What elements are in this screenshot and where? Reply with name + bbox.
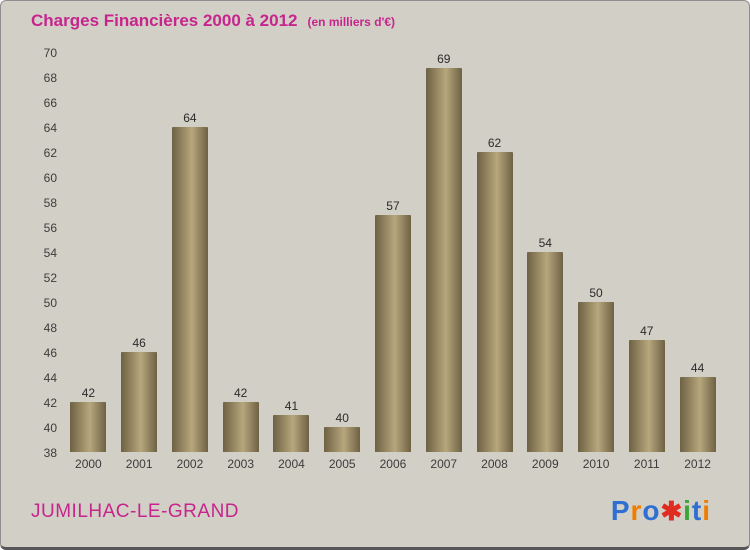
bar xyxy=(527,252,564,452)
x-axis-label: 2005 xyxy=(328,457,356,471)
bar-column: 50 2010 xyxy=(571,53,622,471)
bar xyxy=(324,427,361,452)
bar xyxy=(222,402,259,452)
y-tick-label: 50 xyxy=(43,296,57,310)
bar xyxy=(578,302,615,452)
bar-column: 42 2000 xyxy=(63,53,114,471)
bar-value-label: 42 xyxy=(81,386,96,400)
logo-letter-i2: i xyxy=(702,495,711,526)
bar-value-label: 44 xyxy=(690,361,705,375)
bar-column: 57 2006 xyxy=(368,53,419,471)
x-axis-label: 2008 xyxy=(481,457,508,471)
bar-value-label: 47 xyxy=(640,323,654,338)
title-block: Charges Financières 2000 à 2012 (en milli… xyxy=(31,11,395,31)
bar-column: 47 2011 xyxy=(621,53,672,471)
bar xyxy=(70,402,107,452)
y-tick-label: 68 xyxy=(43,71,57,85)
x-axis-label: 2002 xyxy=(176,457,204,471)
bar xyxy=(476,152,513,452)
x-axis-label: 2006 xyxy=(379,457,407,471)
bar-column: 44 2012 xyxy=(672,53,723,471)
bar-column: 64 2002 xyxy=(165,53,216,471)
y-tick-label: 62 xyxy=(43,146,57,160)
bar-value-label: 57 xyxy=(386,198,400,213)
bar-value-label: 69 xyxy=(437,52,451,66)
x-axis-label: 2007 xyxy=(430,457,458,471)
bar-value-label: 54 xyxy=(538,236,552,250)
logo-star-x: ✱ xyxy=(660,498,684,526)
bar xyxy=(171,127,208,452)
logo-letter-o: o xyxy=(642,495,661,526)
y-tick-label: 52 xyxy=(43,271,57,285)
y-axis: 70 68 66 64 62 60 58 56 54 52 50 48 46 44 42 40 38 xyxy=(21,47,57,459)
y-tick-label: 58 xyxy=(43,196,57,210)
y-tick-label: 66 xyxy=(43,96,57,110)
bar-value-label: 50 xyxy=(589,286,603,300)
bar xyxy=(628,339,665,452)
bar xyxy=(374,214,411,452)
x-axis-label: 2001 xyxy=(125,457,153,471)
x-axis-label: 2009 xyxy=(531,457,559,471)
bar-column: 41 2004 xyxy=(266,53,317,471)
y-tick-label: 40 xyxy=(43,421,57,435)
bar-column: 69 2007 xyxy=(418,53,469,471)
bar-column: 62 2008 xyxy=(469,53,520,471)
bar xyxy=(679,377,716,452)
x-axis-label: 2011 xyxy=(633,457,660,471)
bar-column: 46 2001 xyxy=(114,53,165,471)
bar-value-label: 42 xyxy=(234,386,248,400)
y-tick-label: 44 xyxy=(43,371,57,385)
chart-title: Charges Financières 2000 à 2012 xyxy=(31,11,298,30)
y-tick-label: 42 xyxy=(43,396,57,410)
bar xyxy=(273,414,310,452)
plot-area: 42 2000 46 2001 64 2002 42 2003 41 2004 40 2005 57 20… xyxy=(63,53,723,471)
logo-letter-r: r xyxy=(630,495,643,526)
y-tick-label: 70 xyxy=(43,46,57,60)
bar-column: 40 2005 xyxy=(317,53,368,471)
x-axis-label: 2010 xyxy=(582,457,610,471)
y-tick-label: 38 xyxy=(43,446,57,460)
bar-value-label: 62 xyxy=(487,136,502,150)
y-tick-label: 64 xyxy=(43,121,57,135)
x-axis-label: 2000 xyxy=(75,457,102,471)
bar-value-label: 64 xyxy=(183,111,197,125)
logo-letter-t: t xyxy=(691,495,703,526)
chart-subtitle: (en milliers d'€) xyxy=(307,15,396,29)
logo-letter-i1: i xyxy=(683,495,692,526)
bar-value-label: 41 xyxy=(284,398,299,413)
y-tick-label: 60 xyxy=(43,171,57,185)
bar-value-label: 40 xyxy=(335,411,349,425)
logo-letter-p: P xyxy=(610,495,631,526)
y-tick-label: 48 xyxy=(43,321,57,335)
y-tick-label: 46 xyxy=(43,346,57,360)
y-tick-label: 54 xyxy=(43,246,57,260)
bar-column: 54 2009 xyxy=(520,53,571,471)
x-axis-label: 2004 xyxy=(278,457,305,471)
proxiti-logo[interactable]: Pro✱iti xyxy=(611,495,711,527)
y-tick-label: 56 xyxy=(43,221,57,235)
bar-value-label: 46 xyxy=(132,336,146,350)
bar xyxy=(121,352,158,452)
bar xyxy=(425,68,462,452)
place-name: JUMILHAC-LE-GRAND xyxy=(31,501,240,522)
x-axis-label: 2003 xyxy=(227,457,255,471)
x-axis-label: 2012 xyxy=(684,457,711,471)
bar-column: 42 2003 xyxy=(215,53,266,471)
